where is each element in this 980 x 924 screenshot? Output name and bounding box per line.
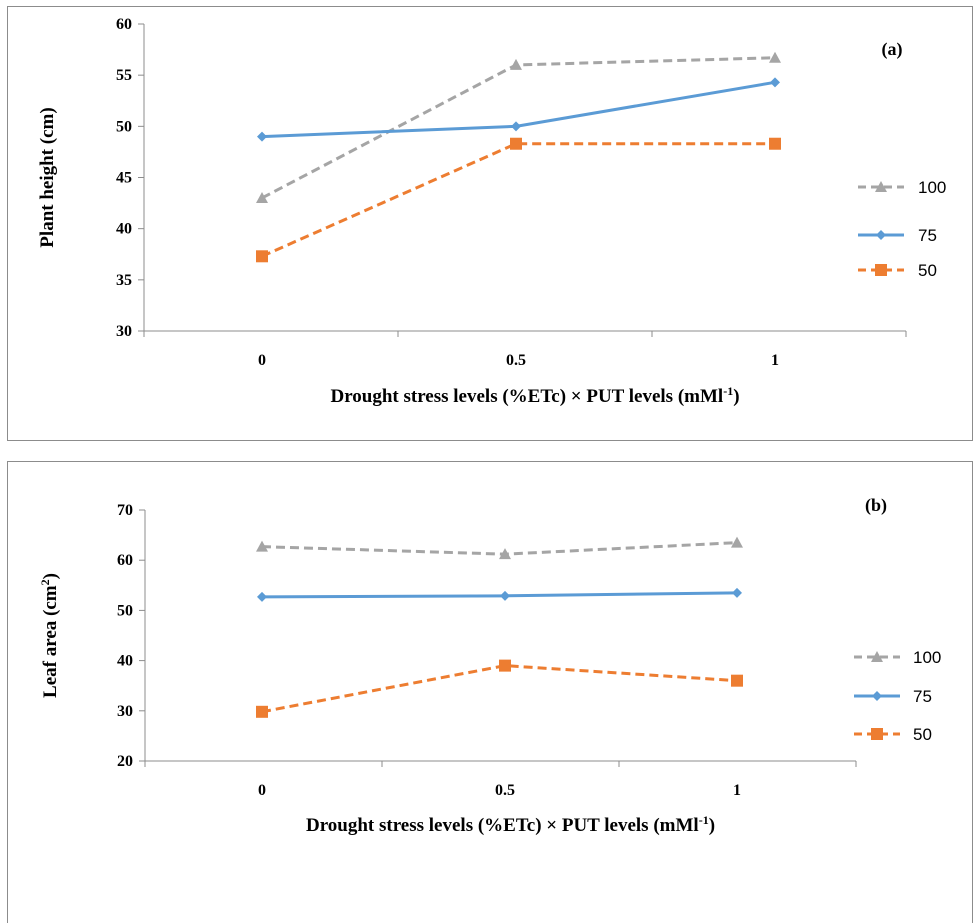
y-tick-label-b-60: 60 [117, 552, 133, 569]
legend-marker-a-75 [876, 230, 886, 240]
data-point-b-75-0.5 [500, 590, 510, 601]
panel-label-a: (a) [882, 39, 903, 60]
data-point-a-75-0 [257, 131, 267, 142]
legend-label-a-50: 50 [918, 261, 937, 280]
data-point-b-50-0.5 [499, 659, 511, 672]
y-tick-label-b-40: 40 [117, 653, 133, 670]
x-axis-label-a: Drought stress levels (%ETc) × PUT level… [330, 384, 739, 407]
data-point-a-50-1 [769, 137, 781, 150]
legend-label-a-100: 100 [918, 178, 946, 197]
x-tick-label-a-0: 0 [258, 352, 266, 369]
y-tick-label-a-55: 55 [116, 67, 132, 84]
x-axis-label-b: Drought stress levels (%ETc) × PUT level… [306, 813, 715, 836]
series-line-b-50 [261, 664, 738, 714]
series-line-a-50 [261, 142, 775, 258]
y-tick-label-a-60: 60 [116, 16, 132, 33]
y-tick-label-a-45: 45 [116, 170, 132, 187]
data-point-b-100-0 [256, 540, 268, 552]
legend-item-a-75: 75 [858, 226, 937, 245]
legend-marker-b-100 [871, 651, 883, 662]
y-tick-label-a-30: 30 [116, 323, 132, 340]
chart-b-svg: 20 30 40 50 60 70 0 0.5 1 Drought stress levels (… [38, 495, 941, 836]
y-tick-label-a-50: 50 [116, 118, 132, 135]
legend-item-b-50: 50 [854, 725, 932, 744]
data-point-b-50-0 [256, 705, 268, 718]
series-b-100 [256, 536, 743, 560]
legend-item-a-50: 50 [858, 261, 937, 280]
data-point-a-50-0 [256, 250, 268, 263]
series-b-50 [256, 659, 743, 718]
series-a-100 [256, 51, 781, 203]
y-tick-label-b-20: 20 [117, 753, 133, 770]
data-point-a-75-0.5 [511, 121, 521, 132]
data-point-b-50-1 [731, 674, 743, 687]
y-axis-label-b: Leaf area (cm2) [38, 573, 61, 698]
legend-marker-b-75 [872, 691, 882, 701]
legend-label-b-100: 100 [913, 648, 941, 667]
y-tick-label-b-70: 70 [117, 502, 133, 519]
data-point-a-75-1 [770, 77, 780, 88]
x-tick-label-a-1: 1 [771, 352, 779, 369]
series-a-50 [256, 137, 781, 263]
x-tick-label-a-0.5: 0.5 [506, 352, 526, 369]
legend-marker-a-100 [875, 181, 887, 192]
legend-item-a-100: 100 [858, 178, 946, 197]
series-line-b-75 [261, 591, 738, 599]
series-a-75 [257, 77, 780, 142]
y-tick-label-a-40: 40 [116, 221, 132, 238]
x-tick-label-b-0: 0 [258, 782, 266, 799]
data-point-a-100-1 [769, 51, 781, 63]
legend-label-a-75: 75 [918, 226, 937, 245]
y-tick-label-b-30: 30 [117, 703, 133, 720]
chart-a-svg: 30 35 40 45 50 55 60 0 0.5 1 Drought stress levels… [37, 16, 946, 407]
data-point-a-100-0 [256, 191, 268, 203]
x-tick-label-b-1: 1 [733, 782, 741, 799]
y-tick-label-b-50: 50 [117, 602, 133, 619]
y-tick-label-a-35: 35 [116, 272, 132, 289]
data-point-b-75-0 [257, 591, 267, 602]
legend-item-b-75: 75 [854, 687, 932, 706]
legend-marker-b-50 [871, 728, 883, 740]
data-point-a-100-0.5 [510, 58, 522, 70]
legend-label-b-50: 50 [913, 725, 932, 744]
data-point-b-100-0.5 [499, 548, 511, 560]
series-line-b-100 [261, 541, 738, 556]
panel-label-b: (b) [865, 495, 887, 516]
data-point-b-100-1 [731, 536, 743, 548]
y-axis-label-a: Plant height (cm) [37, 107, 58, 247]
series-b-75 [257, 587, 742, 602]
chart-panel-b: 20 30 40 50 60 70 0 0.5 1 Drought stress levels (… [7, 461, 973, 923]
chart-panel-a: 30 35 40 45 50 55 60 0 0.5 1 Drought stress levels… [7, 6, 973, 441]
legend-marker-a-50 [875, 264, 887, 276]
data-point-a-50-0.5 [510, 137, 522, 150]
data-point-b-75-1 [732, 587, 742, 598]
legend-label-b-75: 75 [913, 687, 932, 706]
x-tick-label-b-0.5: 0.5 [495, 782, 515, 799]
legend-item-b-100: 100 [854, 648, 941, 667]
